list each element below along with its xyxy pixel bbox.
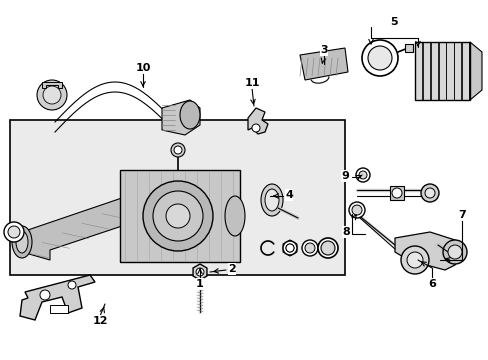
Ellipse shape: [224, 196, 244, 236]
Circle shape: [351, 205, 361, 215]
Bar: [414, 42, 421, 100]
Text: 3: 3: [320, 45, 327, 55]
Circle shape: [283, 241, 296, 255]
Circle shape: [68, 281, 76, 289]
Polygon shape: [469, 42, 481, 100]
Polygon shape: [299, 48, 347, 80]
Bar: [404, 44, 412, 52]
Circle shape: [285, 244, 293, 252]
Circle shape: [305, 243, 314, 253]
Polygon shape: [162, 100, 200, 135]
Circle shape: [355, 168, 369, 182]
Circle shape: [442, 240, 466, 264]
Circle shape: [142, 181, 213, 251]
Text: 5: 5: [389, 17, 397, 27]
Text: 8: 8: [342, 227, 349, 237]
Text: 7: 7: [457, 210, 465, 220]
Bar: [446, 42, 452, 100]
Polygon shape: [283, 240, 296, 256]
Text: 2: 2: [228, 264, 235, 274]
Circle shape: [302, 240, 317, 256]
Polygon shape: [394, 232, 461, 270]
Ellipse shape: [180, 101, 200, 129]
Circle shape: [420, 184, 438, 202]
Ellipse shape: [12, 226, 32, 258]
Text: 9: 9: [340, 171, 348, 181]
Circle shape: [251, 124, 260, 132]
Circle shape: [320, 241, 334, 255]
Polygon shape: [193, 264, 206, 280]
Circle shape: [196, 268, 203, 276]
Circle shape: [43, 86, 61, 104]
Text: 12: 12: [92, 316, 107, 326]
Polygon shape: [120, 170, 240, 262]
Circle shape: [37, 80, 67, 110]
Circle shape: [40, 290, 50, 300]
Polygon shape: [22, 185, 184, 260]
Bar: [461, 42, 468, 100]
Text: 11: 11: [244, 78, 259, 88]
Circle shape: [171, 143, 184, 157]
Circle shape: [153, 191, 203, 241]
Circle shape: [447, 245, 461, 259]
Text: 4: 4: [285, 190, 292, 200]
Circle shape: [174, 146, 182, 154]
Text: 10: 10: [135, 63, 150, 73]
Polygon shape: [20, 275, 95, 320]
Bar: [438, 42, 445, 100]
Bar: [414, 42, 469, 100]
Ellipse shape: [264, 189, 279, 211]
Bar: [389, 186, 403, 200]
Bar: [10, 120, 345, 275]
Circle shape: [348, 202, 364, 218]
Polygon shape: [42, 82, 62, 88]
Text: 6: 6: [427, 279, 435, 289]
Circle shape: [367, 46, 391, 70]
Circle shape: [400, 246, 428, 274]
Polygon shape: [247, 108, 267, 134]
Ellipse shape: [16, 231, 28, 253]
Circle shape: [358, 171, 366, 179]
Bar: [50, 305, 68, 313]
Bar: [422, 42, 429, 100]
Circle shape: [361, 40, 397, 76]
Ellipse shape: [261, 184, 283, 216]
Text: 1: 1: [196, 279, 203, 289]
Circle shape: [391, 188, 401, 198]
Circle shape: [8, 226, 20, 238]
Circle shape: [4, 222, 24, 242]
Circle shape: [285, 244, 293, 252]
Circle shape: [165, 204, 190, 228]
Circle shape: [406, 252, 422, 268]
Circle shape: [424, 188, 434, 198]
Bar: [453, 42, 460, 100]
Circle shape: [317, 238, 337, 258]
Bar: [430, 42, 437, 100]
